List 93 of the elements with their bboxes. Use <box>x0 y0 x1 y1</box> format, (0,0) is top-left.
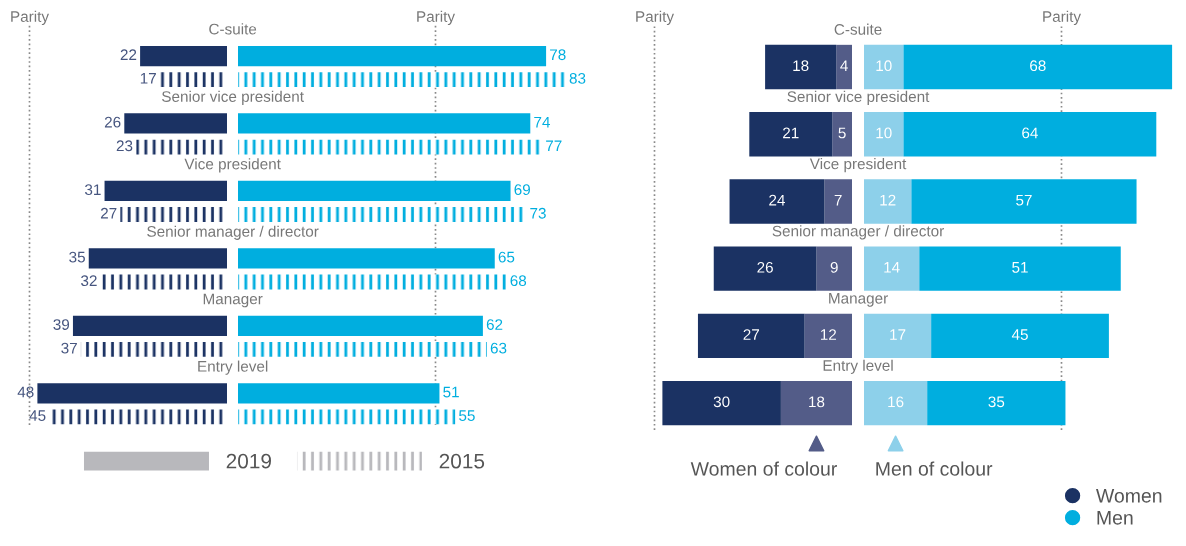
y-tick-label: Senior manager / director <box>147 225 319 240</box>
data-label: 65 <box>498 251 515 263</box>
bar <box>238 342 487 357</box>
data-label: 22 <box>120 49 137 60</box>
text: 2015 <box>439 453 485 469</box>
data-label: 35 <box>988 396 1005 408</box>
y-tick-label: Senior vice president <box>162 90 304 105</box>
bar <box>864 246 920 291</box>
data-label: 77 <box>546 140 562 152</box>
bar <box>864 44 904 90</box>
data-label: 27 <box>743 329 760 340</box>
data-label: 62 <box>486 319 503 330</box>
data-label: 26 <box>104 116 121 128</box>
y-tick-label: C-suite <box>834 23 882 35</box>
bar <box>238 315 483 336</box>
data-label: 57 <box>1016 194 1032 206</box>
data-label: 18 <box>793 60 809 72</box>
data-label: 23 <box>116 140 133 152</box>
data-label: 31 <box>84 184 101 196</box>
data-label: 45 <box>1011 329 1028 340</box>
data-label: 18 <box>809 396 825 408</box>
bar <box>864 112 904 157</box>
data-label: 69 <box>514 184 530 196</box>
data-label: 21 <box>783 127 799 139</box>
data-label: 51 <box>1012 262 1028 273</box>
bar <box>864 380 928 426</box>
y-tick-label: Entry level <box>823 359 893 374</box>
data-label: 63 <box>490 342 507 354</box>
data-label: 32 <box>81 275 97 287</box>
legend-label: Men <box>1097 511 1133 525</box>
series-label: Women of colour <box>690 461 837 476</box>
bar <box>919 246 1121 291</box>
bar <box>238 113 531 134</box>
bar <box>238 180 511 202</box>
y-tick-label: Manager <box>203 293 263 308</box>
bar <box>238 139 543 155</box>
data-label: 68 <box>1030 60 1046 72</box>
bar <box>903 44 1173 90</box>
data-label: 10 <box>876 127 892 139</box>
bar <box>238 45 547 67</box>
text: 2019 <box>226 453 272 469</box>
data-label: 4 <box>840 60 848 71</box>
y-tick-label: Manager <box>829 293 888 307</box>
y-tick-label: C-suite <box>209 23 257 35</box>
bar <box>238 248 495 269</box>
data-label: 78 <box>550 49 566 61</box>
bar <box>238 274 507 290</box>
data-label: 16 <box>888 396 904 408</box>
data-label: 74 <box>534 116 551 128</box>
data-label: 55 <box>459 410 475 422</box>
data-label: 83 <box>569 72 586 84</box>
data-label: 48 <box>17 386 34 398</box>
y-tick-label: Senior vice president <box>787 90 930 106</box>
bar <box>927 380 1066 426</box>
bar <box>238 72 566 88</box>
data-label: 24 <box>769 194 785 206</box>
data-label: 73 <box>530 207 546 219</box>
data-label: 68 <box>510 275 527 287</box>
y-tick-label: Vice president <box>184 158 281 173</box>
data-label: 27 <box>100 207 117 219</box>
bar <box>238 383 440 404</box>
data-label: 39 <box>53 319 70 330</box>
ref-line-label: Parity <box>417 10 455 25</box>
data-label: 5 <box>838 127 846 139</box>
bar <box>911 179 1137 224</box>
bar <box>864 313 932 359</box>
y-tick-label: Senior manager / director <box>772 225 944 240</box>
data-label: 17 <box>140 73 156 84</box>
data-label: 9 <box>830 261 838 273</box>
bar <box>903 112 1157 157</box>
data-label: 26 <box>757 261 773 273</box>
data-label: 45 <box>29 410 46 422</box>
data-label: 51 <box>443 386 459 398</box>
bar <box>931 313 1109 359</box>
data-label: 12 <box>880 194 896 206</box>
y-tick-label: Entry level <box>198 360 268 375</box>
data-label: 7 <box>834 194 842 206</box>
ref-line-label: Parity <box>11 10 49 25</box>
bar <box>238 409 456 425</box>
data-label: 14 <box>884 262 900 273</box>
data-label: 12 <box>820 329 837 340</box>
data-label: 37 <box>61 342 77 354</box>
ref-line-label: Parity <box>1043 10 1081 25</box>
data-label: 30 <box>713 396 730 408</box>
data-label: 64 <box>1022 127 1038 139</box>
y-tick-label: Vice president <box>809 158 907 173</box>
series-label: Men of colour <box>876 461 993 476</box>
data-label: 35 <box>69 251 85 263</box>
bar <box>864 179 912 224</box>
data-label: 17 <box>890 329 906 340</box>
legend-label: Women <box>1096 489 1162 503</box>
data-label: 10 <box>876 60 892 72</box>
ref-line-label: Parity <box>636 10 674 25</box>
